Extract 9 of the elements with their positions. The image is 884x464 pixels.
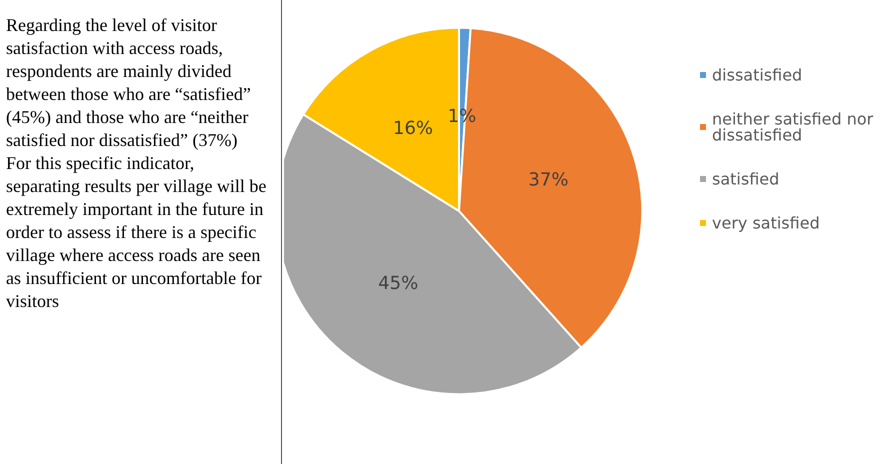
text: For this specific indicator, separating results per village will be extremely important in the future in order to assess if there is a specific village where access roads are seen as insufficient or uncomfortable for visitors — [6, 152, 268, 313]
text: Regarding the level of visitor satisfaction with access roads, respondents are mainly divided between those who are “satisfied” (45%) and those who are “neither satisfied nor dissatisfied” (37%) — [6, 14, 252, 152]
legend-label: dissatisfied — [712, 66, 802, 84]
legend-label: satisfied — [712, 170, 780, 188]
data-label: 37% — [528, 170, 568, 191]
legend-label: neither satisfied nor dissatisfied — [712, 110, 878, 144]
data-label: 16% — [392, 118, 433, 139]
legend-label: very satisfied — [712, 214, 820, 232]
data-label: 45% — [378, 273, 418, 294]
